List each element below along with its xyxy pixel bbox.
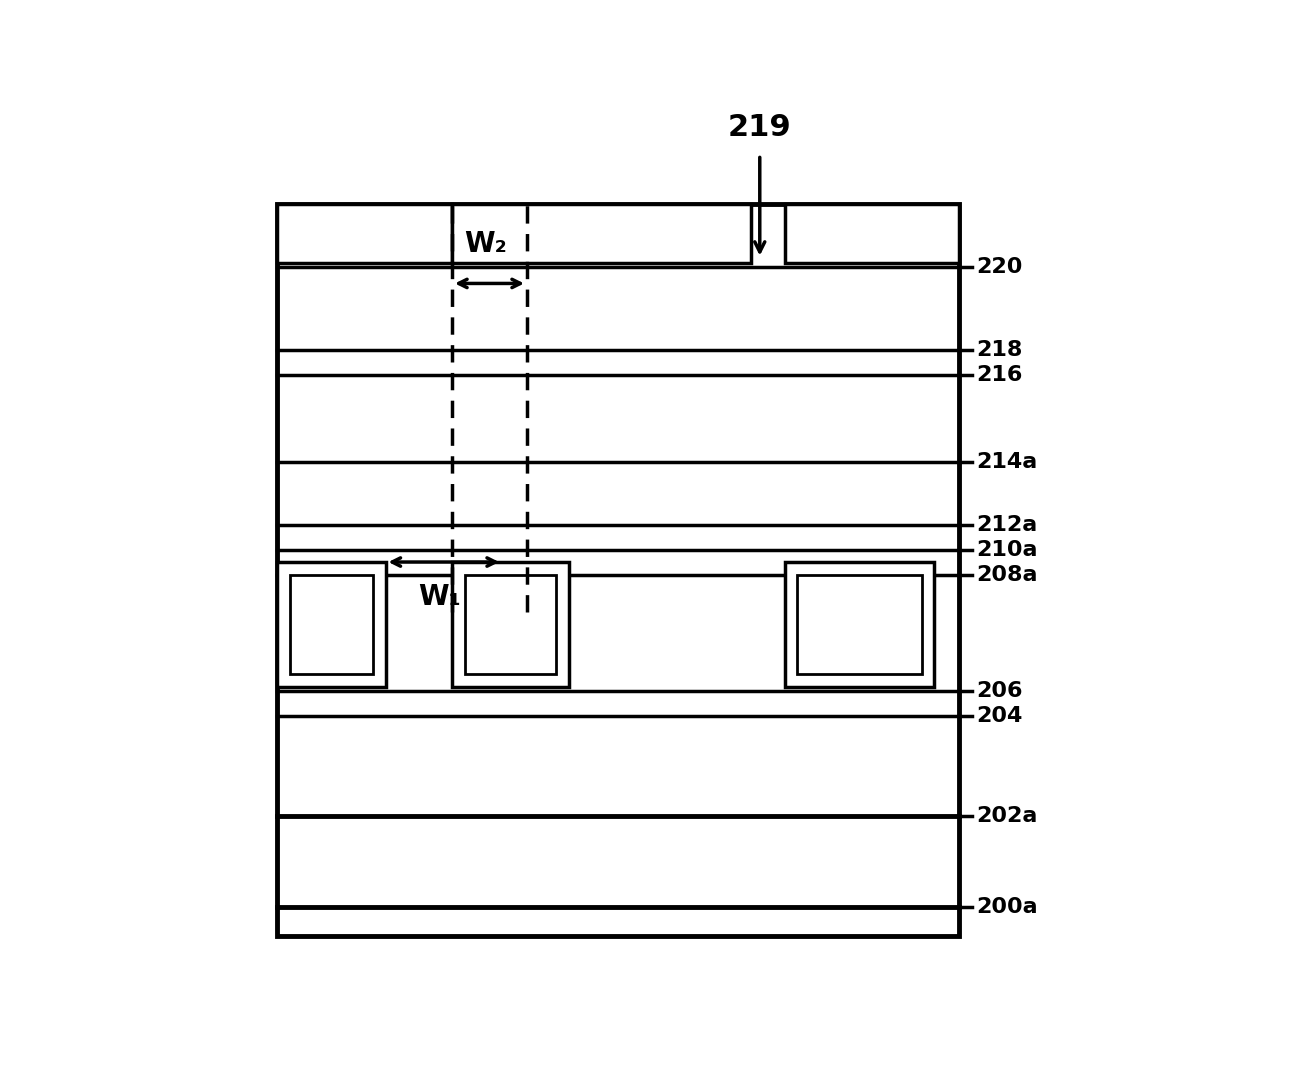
Text: W₂: W₂ — [464, 230, 507, 258]
Bar — [797, 575, 922, 674]
Bar — [452, 562, 569, 687]
Text: 210a: 210a — [975, 540, 1038, 559]
Bar — [452, 204, 751, 262]
Bar — [785, 204, 960, 262]
Text: 208a: 208a — [975, 565, 1038, 584]
Text: 214a: 214a — [975, 453, 1037, 472]
Text: 202a: 202a — [975, 806, 1038, 826]
Bar — [278, 204, 452, 262]
Text: 200a: 200a — [975, 897, 1038, 917]
Text: W₁: W₁ — [419, 583, 460, 611]
Text: 218: 218 — [975, 340, 1022, 360]
Bar — [464, 575, 556, 674]
Text: 219: 219 — [728, 113, 792, 143]
Text: 212a: 212a — [975, 514, 1037, 535]
Bar — [785, 562, 935, 687]
Bar — [289, 575, 373, 674]
Text: 220: 220 — [975, 257, 1022, 276]
Bar — [278, 562, 386, 687]
Text: 204: 204 — [975, 706, 1022, 726]
Text: 216: 216 — [975, 365, 1022, 384]
Bar — [278, 204, 960, 936]
Text: 206: 206 — [975, 680, 1022, 701]
